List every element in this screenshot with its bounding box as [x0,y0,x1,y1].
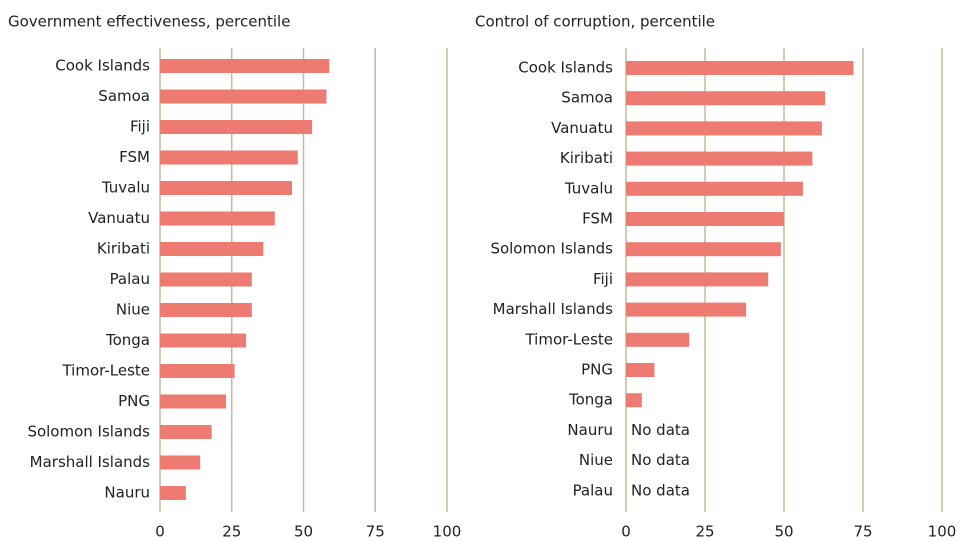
x-tick-label: 25 [695,523,714,541]
y-tick-label: Samoa [98,87,150,105]
bar [160,333,247,348]
bar [160,455,201,470]
bar [626,363,655,377]
y-tick-label: Marshall Islands [30,453,151,471]
bar [626,91,826,106]
y-tick-label: Cook Islands [518,59,613,77]
value-label: No data [631,421,690,439]
y-tick-label: Niue [116,301,150,319]
bar [626,212,784,226]
y-tick-label: Timor-Leste [61,362,150,380]
bar [160,120,313,134]
bar [160,272,252,287]
bar [626,302,747,317]
y-tick-label: FSM [582,210,613,228]
y-tick-label: Nauru [104,484,150,502]
y-tick-label: Niue [579,451,613,469]
y-tick-label: Nauru [567,421,613,439]
bar [160,486,186,500]
chart-title: Control of corruption, percentile [475,13,715,31]
y-tick-label: Cook Islands [55,57,150,75]
bar [160,364,235,378]
x-tick-label: 50 [774,523,793,541]
y-tick-label: PNG [118,392,150,410]
bar [626,181,803,196]
y-tick-label: Fiji [593,270,613,288]
bar [626,272,769,287]
y-tick-label: Tonga [568,391,613,409]
y-tick-label: Kiribati [97,240,150,258]
value-label: No data [631,481,690,499]
y-tick-label: FSM [119,148,150,166]
bar [160,211,275,226]
value-label: No data [631,451,690,469]
bar [626,151,813,166]
bar [626,393,642,408]
y-tick-label: Solomon Islands [490,240,613,258]
y-tick-label: PNG [581,361,613,379]
x-tick-label: 75 [853,523,872,541]
y-tick-label: Palau [573,481,613,499]
x-tick-label: 50 [294,523,313,541]
y-tick-label: Timor-Leste [524,330,613,348]
y-tick-label: Kiribati [560,149,613,167]
bar [160,59,330,73]
bar [160,394,227,409]
y-tick-label: Vanuatu [551,119,613,137]
y-tick-label: Fiji [130,118,150,136]
y-tick-label: Tuvalu [564,179,613,197]
x-tick-label: 75 [366,523,385,541]
y-tick-label: Solomon Islands [27,423,150,441]
bar [160,89,327,104]
bar [160,303,252,317]
x-tick-label: 0 [155,523,165,541]
chart-title: Government effectiveness, percentile [8,13,290,31]
x-tick-label: 100 [433,523,462,541]
y-tick-label: Tuvalu [101,179,150,197]
bar [626,61,854,75]
y-tick-label: Vanuatu [88,209,150,227]
bar [626,332,690,347]
bar [160,150,298,165]
x-tick-label: 25 [222,523,241,541]
y-tick-label: Tonga [105,331,150,349]
bar [160,181,293,195]
bar [626,121,822,136]
y-tick-label: Samoa [561,89,613,107]
y-tick-label: Palau [110,270,150,288]
bar [160,242,264,256]
x-tick-label: 0 [621,523,631,541]
bar [160,425,212,439]
x-tick-label: 100 [928,523,957,541]
y-tick-label: Marshall Islands [493,300,614,318]
bar [626,242,781,257]
